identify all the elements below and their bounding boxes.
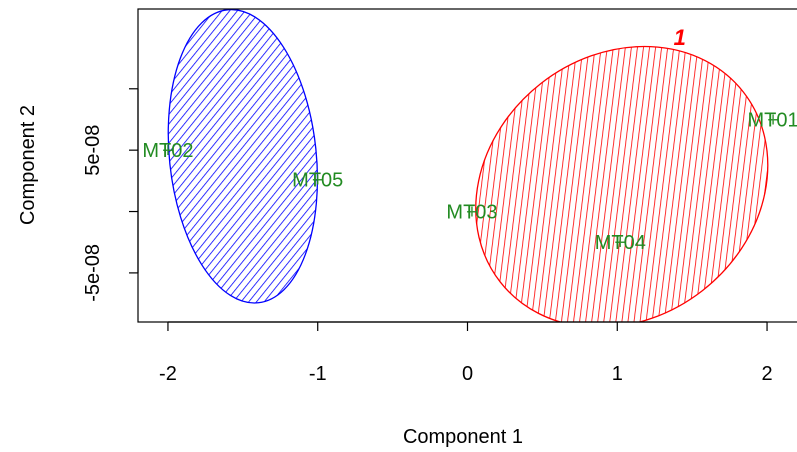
cluster-ellipses: [167, 9, 769, 322]
point-mt05: MT05+: [292, 170, 343, 192]
point-marker: +: [614, 232, 626, 254]
point-marker: +: [466, 202, 478, 224]
cluster-labels: 12: [234, 0, 686, 50]
point-mt04: MT04+: [595, 232, 646, 254]
x-tick-label: 2: [761, 363, 772, 385]
point-mt01: MT01+: [747, 109, 797, 131]
y-tick-label: 5e-08: [82, 125, 104, 176]
point-mt03: MT03+: [446, 202, 497, 224]
x-tick-label: 0: [462, 363, 473, 385]
cluster-label-2: 2: [234, 0, 248, 11]
x-axis: -2 -1 0 1 2: [159, 321, 773, 385]
point-label-mt05: MT05: [292, 170, 343, 192]
x-tick-label: 1: [612, 363, 623, 385]
point-label-mt03: MT03: [446, 202, 497, 224]
point-label-mt04: MT04: [595, 232, 646, 254]
data-points: MT02+MT05+MT03+MT04+MT01+: [142, 109, 797, 254]
point-label-mt02: MT02: [142, 140, 193, 162]
point-label-mt01: MT01: [747, 109, 797, 131]
plot-area: 12 MT02+MT05+MT03+MT04+MT01+: [142, 0, 797, 322]
y-axis: -5e-08 5e-08: [82, 88, 139, 302]
x-tick-label: -1: [309, 363, 327, 385]
point-mt02: MT02+: [142, 140, 193, 162]
point-marker: +: [312, 170, 324, 192]
point-marker: +: [767, 109, 779, 131]
point-marker: +: [162, 140, 174, 162]
x-tick-label: -2: [159, 363, 177, 385]
x-axis-title: Component 1: [403, 426, 523, 448]
cluster-ellipse-1: [475, 45, 769, 322]
cluster-label-1: 1: [674, 25, 686, 50]
y-axis-title: Component 2: [17, 105, 39, 225]
cluster-ellipse-2: [167, 9, 319, 304]
y-tick-label: -5e-08: [82, 244, 104, 302]
